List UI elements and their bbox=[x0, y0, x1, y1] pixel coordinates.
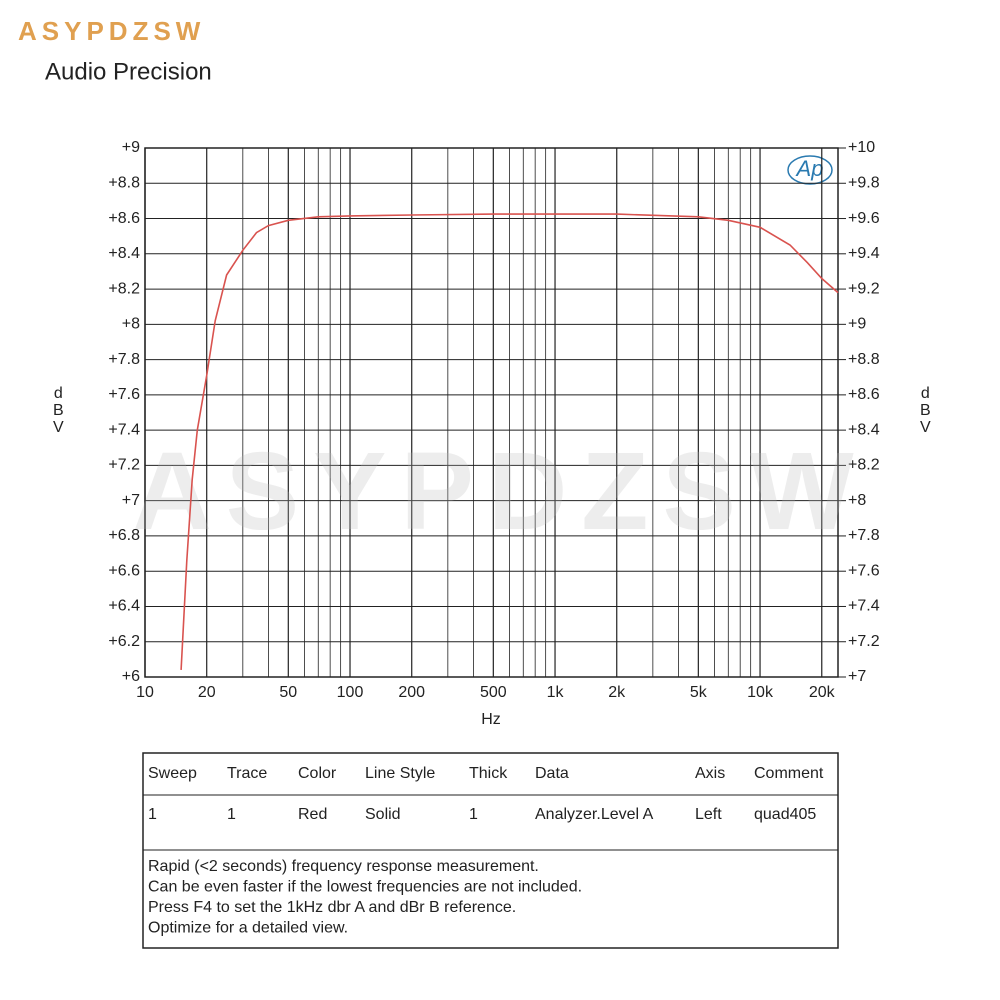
y-tick-label: +8.6 bbox=[108, 210, 140, 227]
x-tick-label: 200 bbox=[398, 684, 425, 701]
y-tick-label: +6.4 bbox=[108, 598, 140, 615]
x-tick-label: 2k bbox=[608, 684, 626, 701]
x-tick-label: 100 bbox=[337, 684, 364, 701]
y-tick-label: +8 bbox=[122, 316, 140, 333]
y2-tick-label: +8.2 bbox=[848, 457, 880, 474]
y-tick-label: +8.4 bbox=[108, 245, 140, 262]
table-header: Sweep bbox=[148, 765, 197, 782]
y-tick-label: +6 bbox=[122, 668, 140, 685]
y-tick-label: +6.2 bbox=[108, 633, 140, 650]
y-tick-label: +7.6 bbox=[108, 386, 140, 403]
x-tick-label: 20 bbox=[198, 684, 216, 701]
table-cell: Solid bbox=[365, 806, 401, 823]
note-line: Press F4 to set the 1kHz dbr A and dBr B… bbox=[148, 899, 516, 916]
table-cell: quad405 bbox=[754, 806, 816, 823]
y-tick-label: +6.6 bbox=[108, 562, 140, 579]
x-axis-title: Hz bbox=[481, 711, 501, 728]
table-header: Thick bbox=[469, 765, 508, 782]
table-header: Axis bbox=[695, 765, 725, 782]
y-tick-label: +6.8 bbox=[108, 527, 140, 544]
y-tick-label: +8.2 bbox=[108, 280, 140, 297]
y-tick-label: +7.8 bbox=[108, 351, 140, 368]
note-line: Rapid (<2 seconds) frequency response me… bbox=[148, 858, 539, 875]
x-tick-label: 50 bbox=[279, 684, 297, 701]
y2-tick-label: +9.4 bbox=[848, 245, 880, 262]
x-tick-label: 10k bbox=[747, 684, 774, 701]
x-tick-label: 1k bbox=[547, 684, 565, 701]
table-header: Line Style bbox=[365, 765, 435, 782]
y-tick-label: +9 bbox=[122, 139, 140, 156]
y2-tick-label: +7.8 bbox=[848, 527, 880, 544]
y2-tick-label: +9 bbox=[848, 316, 866, 333]
table-cell: 1 bbox=[227, 806, 236, 823]
table-cell: 1 bbox=[469, 806, 478, 823]
y-axis-title: dBV bbox=[50, 385, 67, 436]
table-header: Color bbox=[298, 765, 337, 782]
y2-tick-label: +7.4 bbox=[848, 598, 880, 615]
x-tick-label: 5k bbox=[690, 684, 708, 701]
y2-tick-label: +9.6 bbox=[848, 210, 880, 227]
y-tick-label: +7 bbox=[122, 492, 140, 509]
note-line: Can be even faster if the lowest frequen… bbox=[148, 879, 582, 896]
y2-tick-label: +9.2 bbox=[848, 280, 880, 297]
note-line: Optimize for a detailed view. bbox=[148, 920, 348, 937]
watermark: ASYPDZSW bbox=[132, 430, 867, 553]
y2-tick-label: +8.8 bbox=[848, 351, 880, 368]
data-line bbox=[180, 213, 839, 670]
y-tick-label: +8.8 bbox=[108, 174, 140, 191]
table-header: Trace bbox=[227, 765, 267, 782]
x-tick-label: 10 bbox=[136, 684, 154, 701]
table-cell: Red bbox=[298, 806, 327, 823]
table-cell: Analyzer.Level A bbox=[535, 806, 654, 823]
y2-tick-label: +7.6 bbox=[848, 562, 880, 579]
y2-tick-label: +9.8 bbox=[848, 174, 880, 191]
y-tick-label: +7.4 bbox=[108, 421, 140, 438]
y2-tick-label: +8.6 bbox=[848, 386, 880, 403]
table-cell: 1 bbox=[148, 806, 157, 823]
y2-tick-label: +10 bbox=[848, 139, 875, 156]
table-header: Data bbox=[535, 765, 569, 782]
table-header: Comment bbox=[754, 765, 824, 782]
y2-axis-title: dBV bbox=[917, 385, 934, 436]
logo: Ap bbox=[795, 156, 824, 181]
plot-frame bbox=[144, 147, 839, 678]
x-tick-label: 500 bbox=[480, 684, 507, 701]
logo-ring bbox=[787, 155, 833, 185]
y2-tick-label: +8 bbox=[848, 492, 866, 509]
y2-tick-label: +7 bbox=[848, 668, 866, 685]
x-tick-label: 20k bbox=[809, 684, 836, 701]
table-cell: Left bbox=[695, 806, 722, 823]
y2-tick-label: +8.4 bbox=[848, 421, 880, 438]
y-tick-label: +7.2 bbox=[108, 457, 140, 474]
brand: ASYPDZSW bbox=[18, 16, 205, 46]
y2-tick-label: +7.2 bbox=[848, 633, 880, 650]
header: Audio Precision bbox=[45, 58, 212, 85]
